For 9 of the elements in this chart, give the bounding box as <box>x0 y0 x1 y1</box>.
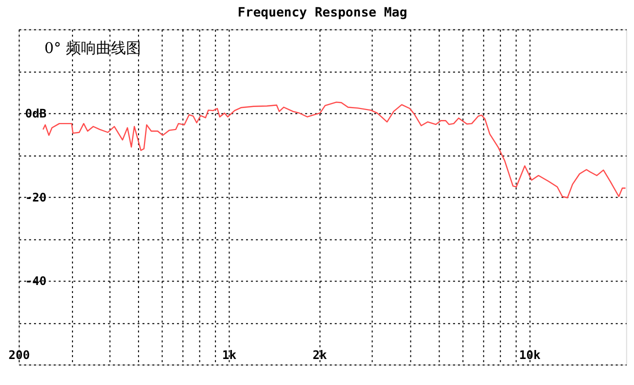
y-tick-label: 0dB <box>25 106 47 121</box>
x-tick-label: 1k <box>222 348 236 362</box>
annotation: 0° 频响曲线图 <box>44 40 141 57</box>
y-tick-label: -40 <box>25 274 47 288</box>
x-tick-label: 10k <box>519 348 540 362</box>
chart-title: Frequency Response Mag <box>238 5 408 20</box>
y-tick-label: -20 <box>25 190 47 204</box>
x-tick-label: 200 <box>8 348 30 362</box>
x-tick-label: 2k <box>312 348 327 362</box>
